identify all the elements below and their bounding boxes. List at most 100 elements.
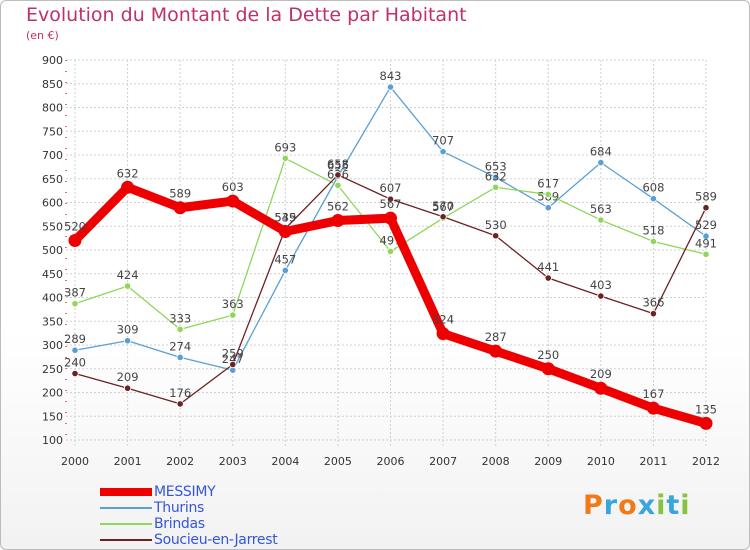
x-tick-label: 2011 [639,455,667,468]
data-label-messimy: 632 [117,166,139,180]
logo-letter: P [583,490,604,521]
x-tick-label: 2003 [219,455,247,468]
data-label-brindas: 567 [432,200,454,214]
y-tick-label: 150 [42,410,63,423]
data-label-brindas: 563 [590,202,612,216]
data-point-messimy [541,362,555,376]
data-label-messimy: 250 [537,348,559,362]
data-label-soucieu-en-jarrest: 545 [274,211,296,225]
x-tick-label: 2008 [482,455,510,468]
data-point-soucieu-en-jarrest [702,204,710,212]
logo-letter: x [637,490,657,521]
data-point-soucieu-en-jarrest [386,195,395,203]
legend-swatch-thurins [100,507,152,509]
x-tick-label: 2002 [166,455,194,468]
legend-swatch-messimy [100,488,152,496]
data-point-brindas [386,247,395,256]
legend-label-messimy: MESSIMY [154,484,216,500]
data-point-thurins [71,346,79,354]
data-point-messimy [436,327,450,341]
y-tick-label: 900 [42,54,63,67]
data-label-messimy: 539 [274,210,296,224]
data-point-thurins [439,148,447,156]
data-point-soucieu-en-jarrest [439,213,447,221]
data-point-thurins [649,195,658,203]
data-label-messimy: 324 [432,313,454,327]
data-label-messimy: 520 [64,220,86,234]
data-label-messimy: 589 [169,187,191,201]
data-label-soucieu-en-jarrest: 259 [222,346,244,360]
data-point-messimy [594,381,608,395]
chart-subtitle: (en €) [26,29,59,42]
logo-letter: r [603,490,619,521]
x-tick-label: 2009 [534,455,562,468]
data-label-messimy: 603 [222,180,244,194]
data-label-soucieu-en-jarrest: 658 [327,157,349,171]
legend-label-soucieu: Soucieu-en-Jarrest [154,532,278,548]
data-label-brindas: 632 [485,169,507,183]
data-point-messimy [121,180,135,194]
y-tick-label: 100 [42,434,63,447]
data-point-brindas [492,183,500,191]
data-point-brindas [702,250,710,258]
data-label-messimy: 562 [327,200,349,214]
data-label-messimy: 209 [590,367,612,381]
data-point-messimy [226,194,240,208]
data-point-messimy [173,201,187,215]
data-label-brindas: 387 [64,286,86,300]
logo-letter: o [618,490,638,521]
data-label-thurins: 843 [380,69,402,83]
data-point-soucieu-en-jarrest [71,369,79,378]
data-label-thurins: 247 [222,352,244,366]
y-tick-label: 850 [42,78,63,91]
data-label-soucieu-en-jarrest: 441 [537,260,559,274]
data-point-brindas [649,237,658,246]
data-label-thurins: 529 [695,218,717,232]
proxiti-logo: Proxiti [583,490,691,521]
data-point-soucieu-en-jarrest [334,171,342,179]
data-point-messimy [699,416,713,430]
x-tick-label: 2001 [114,455,142,468]
data-point-messimy [331,214,345,228]
x-tick-label: 2005 [324,455,352,468]
data-point-soucieu-en-jarrest [176,400,184,408]
x-tick-label: 2012 [692,455,720,468]
data-label-soucieu-en-jarrest: 240 [64,356,86,370]
data-point-soucieu-en-jarrest [492,232,500,240]
data-point-thurins [123,337,132,345]
data-label-thurins: 274 [169,339,191,353]
data-point-soucieu-en-jarrest [544,274,552,282]
y-tick-label: 550 [42,220,63,233]
data-label-thurins: 608 [642,181,664,195]
x-tick-label: 2000 [61,455,89,468]
y-tick-label: 200 [42,387,63,400]
y-tick-label: 300 [42,339,63,352]
data-point-soucieu-en-jarrest [649,310,658,318]
y-tick-label: 250 [42,363,63,376]
data-label-messimy: 167 [642,387,664,401]
data-point-brindas [123,282,132,290]
data-label-brindas: 617 [537,176,559,190]
data-point-soucieu-en-jarrest [123,384,132,392]
data-point-brindas [281,154,289,162]
data-point-messimy [489,344,503,358]
data-point-messimy [646,401,660,415]
data-point-thurins [544,204,552,212]
data-label-thurins: 655 [327,158,349,172]
logo-letter: i [680,490,691,521]
data-label-thurins: 457 [274,252,296,266]
data-point-messimy [384,211,397,225]
x-tick-label: 2007 [429,455,457,468]
data-label-soucieu-en-jarrest: 176 [169,386,191,400]
y-tick-label: 800 [42,102,63,115]
y-tick-label: 350 [42,315,63,328]
data-point-thurins [281,266,289,275]
data-label-thurins: 684 [590,145,612,159]
data-label-thurins: 289 [64,332,86,346]
data-label-messimy: 567 [380,197,402,211]
chart-title: Evolution du Montant de la Dette par Hab… [26,4,467,26]
data-label-thurins: 309 [117,323,139,337]
data-label-soucieu-en-jarrest: 589 [695,190,717,204]
logo-letter: t [666,490,681,521]
data-label-thurins: 707 [432,134,454,148]
